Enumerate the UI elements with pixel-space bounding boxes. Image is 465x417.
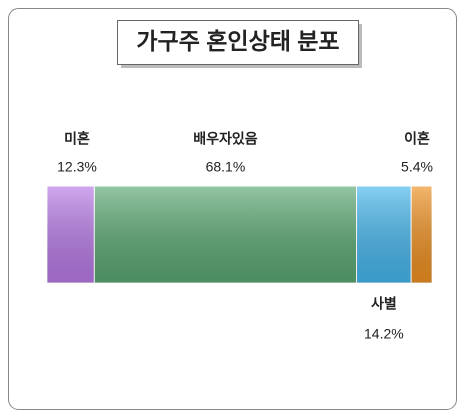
bar-shade	[94, 186, 357, 283]
bar-shade	[356, 186, 412, 283]
title-box	[117, 20, 359, 65]
value-label: 12.3%	[57, 159, 97, 175]
category-label: 배우자있음	[193, 131, 258, 147]
category-label: 미혼	[64, 131, 90, 147]
bar-shade	[47, 186, 95, 283]
value-label: 68.1%	[206, 159, 246, 175]
chart-title: 가구주 혼인상태 분포	[136, 28, 339, 54]
category-label: 사별	[371, 296, 397, 312]
value-label: 5.4%	[401, 159, 433, 175]
bar-shade	[411, 186, 432, 283]
category-label: 이혼	[404, 131, 430, 147]
value-label: 14.2%	[364, 326, 404, 342]
